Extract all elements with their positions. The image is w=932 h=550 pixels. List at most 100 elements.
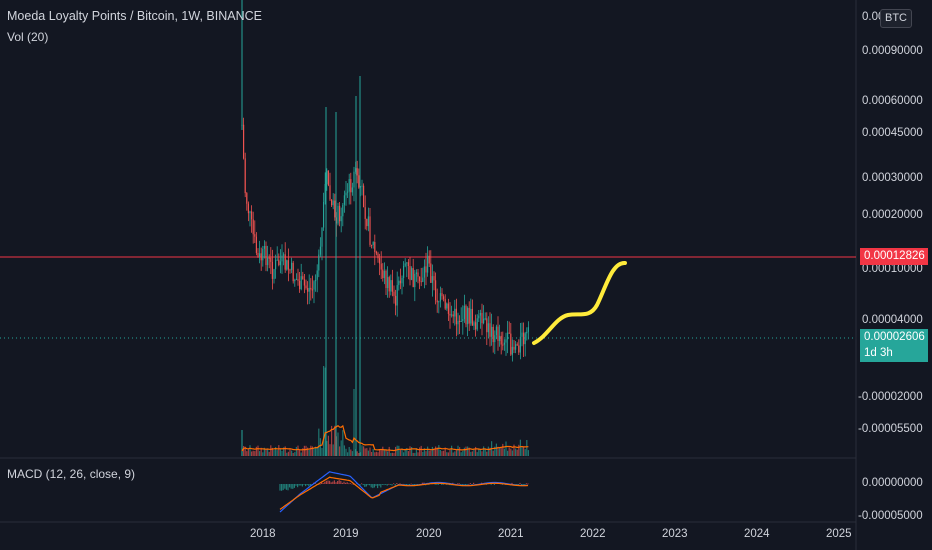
candle-body: [295, 279, 297, 281]
volume-bar: [287, 451, 289, 456]
macd-histogram-bar: [362, 484, 364, 486]
candle-body: [263, 246, 265, 249]
candle-body: [425, 266, 427, 273]
candle-body: [491, 326, 493, 337]
macd-histogram-bar: [466, 484, 468, 485]
candle-body: [379, 258, 381, 264]
candle-body: [427, 255, 429, 273]
volume-bar: [243, 446, 245, 456]
volume-bar: [284, 446, 286, 456]
candle-body: [510, 333, 512, 355]
price-axis-label: 0.00090000: [862, 45, 923, 57]
volume-bar: [479, 450, 481, 456]
macd-histogram-bar: [290, 484, 292, 489]
macd-histogram-bar: [338, 480, 340, 484]
candle-body: [318, 254, 320, 271]
candle-body: [331, 199, 333, 206]
volume-bar: [390, 453, 392, 456]
macd-histogram-bar: [370, 484, 372, 488]
candle-body: [473, 322, 475, 326]
macd-histogram-bar: [468, 483, 470, 485]
volume-bar: [263, 447, 265, 456]
volume-bar: [313, 448, 315, 456]
candle-body: [275, 260, 277, 270]
macd-legend[interactable]: MACD (12, 26, close, 9): [7, 467, 136, 481]
candle-body: [292, 262, 294, 282]
macd-histogram-bar: [289, 484, 291, 488]
volume-bar: [473, 449, 475, 456]
candle-body: [449, 313, 451, 316]
candle-body: [523, 332, 525, 345]
macd-histogram-bar: [333, 480, 335, 484]
volume-bar: [414, 452, 416, 456]
candle-body: [278, 259, 280, 266]
candle-body: [387, 277, 389, 288]
volume-bar: [350, 449, 352, 456]
candle-body: [401, 277, 403, 284]
macd-histogram-bar: [465, 484, 467, 486]
candle-body: [439, 293, 441, 302]
volume-bar: [374, 452, 376, 456]
volume-bar: [281, 450, 283, 456]
volume-bar: [435, 446, 437, 456]
currency-badge[interactable]: BTC: [880, 9, 912, 28]
candle-body: [412, 268, 414, 288]
volume-bar: [451, 445, 453, 456]
volume-bar: [265, 449, 267, 456]
candle-body: [247, 203, 249, 214]
macd-histogram-bar: [415, 484, 417, 485]
macd-axis-label: -0.00005000: [858, 510, 923, 522]
volume-bar: [516, 449, 518, 456]
candle-body: [459, 320, 461, 322]
macd-histogram-bar: [511, 482, 513, 484]
candle-body: [300, 276, 302, 290]
macd-histogram-bar: [335, 482, 337, 484]
volume-bar: [294, 452, 296, 456]
candle-body: [303, 279, 305, 286]
candle-body: [337, 205, 339, 224]
volume-bar: [428, 450, 430, 456]
volume-bar: [411, 447, 413, 456]
volume-bar: [300, 452, 302, 456]
volume-bar: [353, 389, 355, 456]
time-axis-label: 2020: [416, 528, 442, 540]
candle-body: [452, 314, 454, 317]
volume-bar: [372, 449, 374, 456]
volume-bar: [276, 450, 278, 456]
volume-bar: [363, 446, 365, 456]
candle-body: [396, 285, 398, 306]
volume-bar: [257, 445, 259, 456]
candle-body: [377, 253, 379, 259]
price-axis-label-top: 0.00: [862, 11, 885, 23]
symbol-title[interactable]: Moeda Loyalty Points / Bitcoin, 1W, BINA…: [7, 9, 262, 23]
candle-body: [391, 280, 393, 292]
volume-bar: [518, 444, 520, 456]
candle-body: [385, 271, 387, 288]
candle-body: [287, 260, 289, 270]
volume-bar: [489, 447, 491, 456]
volume-legend[interactable]: Vol (20): [7, 30, 49, 44]
candle-body: [494, 335, 496, 343]
macd-histogram-bar: [295, 484, 297, 486]
volume-bar: [467, 446, 469, 456]
volume-bar: [495, 443, 497, 456]
projection-curve[interactable]: [532, 261, 627, 345]
candle-body: [463, 305, 465, 319]
candle-body: [259, 253, 261, 257]
macd-histogram-bar: [322, 483, 324, 484]
macd-histogram-bar: [281, 484, 283, 491]
volume-bar: [452, 452, 454, 456]
candle-body: [271, 261, 273, 279]
volume-bar: [393, 452, 395, 456]
macd-histogram-bar: [442, 484, 444, 485]
macd-histogram-bar: [367, 484, 369, 486]
macd-histogram-bar: [519, 482, 521, 484]
candle-body: [374, 242, 376, 252]
time-axis-label: 2025: [826, 528, 852, 540]
macd-axis-label: 0.00000000: [862, 477, 923, 489]
volume-bar: [399, 449, 401, 456]
candle-body: [270, 257, 272, 262]
macd-histogram-bar: [452, 482, 454, 484]
candle-body: [252, 219, 254, 235]
